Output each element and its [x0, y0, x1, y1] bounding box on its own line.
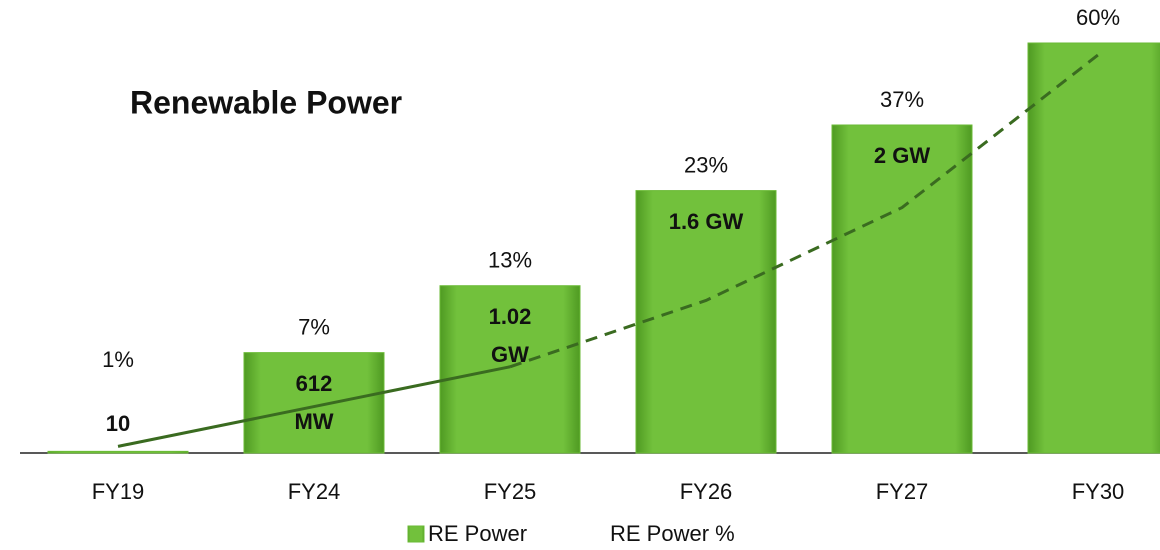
- percent-label: 1%: [102, 347, 134, 372]
- legend-swatch: [407, 525, 425, 543]
- x-tick-label: FY26: [680, 479, 733, 504]
- bar: [243, 352, 385, 454]
- bar: [439, 285, 581, 454]
- trend-line: [509, 53, 1099, 369]
- x-tick-label: FY30: [1072, 479, 1125, 504]
- legend-label: RE Power: [428, 521, 527, 546]
- x-tick-label: FY27: [876, 479, 929, 504]
- bar-label: 2 GW: [873, 143, 931, 168]
- percent-label: 7%: [298, 314, 330, 339]
- chart-title: Renewable Power: [130, 84, 402, 120]
- bar: [831, 124, 973, 454]
- percent-label: 13%: [488, 248, 532, 273]
- bar-label: 10: [105, 411, 131, 436]
- x-tick-label: FY25: [484, 479, 537, 504]
- bar: [635, 190, 777, 454]
- bar-label: 1.02 GW: [488, 303, 532, 367]
- x-tick-label: FY19: [92, 479, 145, 504]
- bar-label: 1.6 GW: [668, 208, 744, 234]
- bar: [47, 450, 189, 454]
- percent-label: 60%: [1076, 5, 1120, 30]
- bar-label: 612 MW: [294, 370, 334, 434]
- bar: [1027, 42, 1160, 454]
- x-tick-label: FY24: [288, 479, 341, 504]
- percent-label: 23%: [684, 152, 728, 177]
- trend-line: [117, 365, 511, 448]
- legend-label: RE Power %: [610, 521, 735, 546]
- percent-label: 37%: [880, 87, 924, 112]
